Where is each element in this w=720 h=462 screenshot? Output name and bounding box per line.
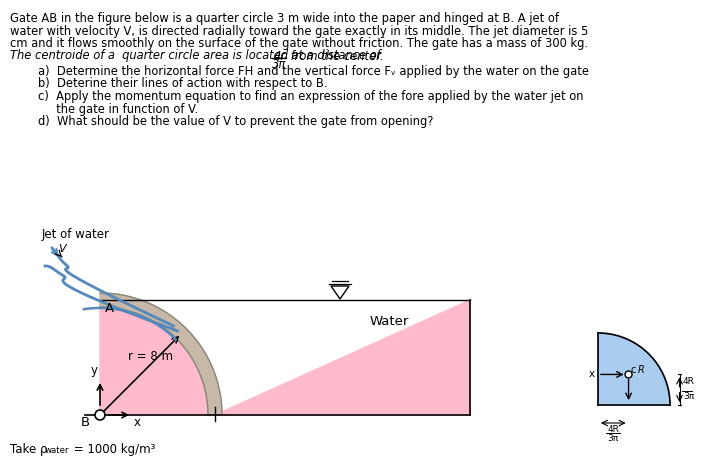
Text: Jet of water: Jet of water bbox=[42, 228, 110, 241]
Text: the gate in function of V.: the gate in function of V. bbox=[38, 103, 198, 116]
Text: 4R: 4R bbox=[608, 425, 619, 434]
Circle shape bbox=[625, 371, 632, 378]
Text: y: y bbox=[91, 364, 98, 377]
Text: r = 8 m: r = 8 m bbox=[128, 350, 173, 363]
Text: A: A bbox=[105, 302, 114, 315]
Text: a)  Determine the horizontal force FΗ and the vertical force Fᵥ applied by the w: a) Determine the horizontal force FΗ and… bbox=[38, 65, 589, 78]
Text: R: R bbox=[637, 365, 644, 376]
Text: c)  Apply the momentum equation to find an expression of the fore applied by the: c) Apply the momentum equation to find a… bbox=[38, 90, 583, 103]
Text: cm and it flows smoothly on the surface of the gate without friction. The gate h: cm and it flows smoothly on the surface … bbox=[10, 37, 588, 50]
Text: x: x bbox=[134, 416, 141, 429]
Text: x: x bbox=[589, 370, 595, 379]
Text: = 1000 kg/m³: = 1000 kg/m³ bbox=[70, 443, 156, 456]
Text: 4r: 4r bbox=[274, 49, 286, 62]
Text: water with velocity V, is directed radially toward the gate exactly in its middl: water with velocity V, is directed radia… bbox=[10, 24, 588, 37]
Text: from the center.: from the center. bbox=[287, 49, 384, 62]
Text: The centroide of a  quarter circle area is located at a distance of: The centroide of a quarter circle area i… bbox=[10, 49, 384, 62]
Text: Water: Water bbox=[370, 315, 410, 328]
Text: water: water bbox=[45, 446, 70, 455]
Polygon shape bbox=[100, 293, 222, 415]
Text: d)  What should be the value of V to prevent the gate from opening?: d) What should be the value of V to prev… bbox=[38, 115, 433, 128]
Text: 3π: 3π bbox=[272, 57, 287, 71]
Text: 3π: 3π bbox=[683, 392, 694, 401]
Text: V: V bbox=[58, 244, 66, 254]
Text: c: c bbox=[631, 365, 636, 376]
Text: b)  Deterine their lines of action with respect to B.: b) Deterine their lines of action with r… bbox=[38, 78, 328, 91]
Text: 3π: 3π bbox=[608, 434, 619, 443]
Text: Gate AB in the figure below is a quarter circle 3 m wide into the paper and hing: Gate AB in the figure below is a quarter… bbox=[10, 12, 559, 25]
Polygon shape bbox=[100, 300, 470, 415]
Text: Take ρ: Take ρ bbox=[10, 443, 48, 456]
Text: B: B bbox=[81, 416, 90, 429]
Circle shape bbox=[95, 410, 105, 420]
Text: 4R: 4R bbox=[683, 377, 695, 386]
Polygon shape bbox=[598, 333, 670, 405]
